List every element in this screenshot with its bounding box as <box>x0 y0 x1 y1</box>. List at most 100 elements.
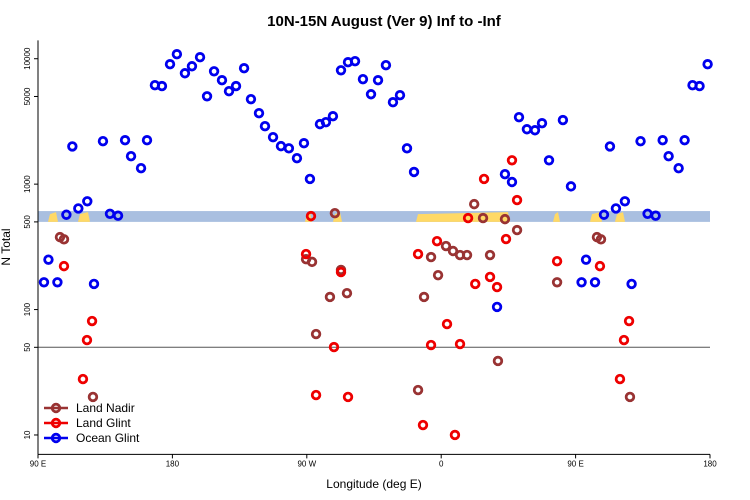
x-tick-label: 180 <box>703 459 717 468</box>
point <box>230 80 242 92</box>
point <box>119 135 131 146</box>
point <box>328 341 340 353</box>
legend-marker <box>50 417 62 429</box>
point <box>164 59 176 70</box>
point <box>179 68 191 79</box>
land-patch <box>78 212 90 222</box>
point <box>306 256 318 268</box>
point <box>491 281 503 293</box>
point <box>81 334 93 346</box>
point <box>275 140 287 152</box>
x-axis-label: Longitude (deg E) <box>326 477 421 491</box>
point <box>469 198 480 210</box>
point <box>635 135 646 147</box>
point <box>500 233 512 245</box>
point <box>650 210 661 221</box>
point <box>449 429 461 441</box>
point <box>87 391 99 403</box>
point <box>387 97 399 108</box>
point <box>614 373 626 385</box>
land-patch <box>553 212 560 222</box>
reference-band <box>38 211 710 222</box>
y-axis-label: N Total <box>0 228 13 265</box>
x-tick-label: 180 <box>166 459 180 468</box>
point <box>380 59 392 71</box>
point <box>342 391 354 403</box>
point <box>610 203 622 214</box>
point <box>484 249 496 261</box>
point <box>673 163 684 174</box>
point <box>551 255 563 267</box>
point <box>77 373 89 385</box>
point <box>238 63 250 74</box>
point <box>506 176 518 188</box>
legend-label: Ocean Glint <box>76 431 140 445</box>
point <box>551 277 563 288</box>
point <box>702 59 713 70</box>
point <box>267 131 279 143</box>
point <box>529 125 541 136</box>
point <box>499 213 511 225</box>
point <box>324 291 336 303</box>
point <box>623 315 635 327</box>
point <box>341 288 353 299</box>
point <box>253 107 265 119</box>
point <box>194 52 206 63</box>
y-tick-label: 5000 <box>23 87 32 105</box>
land-patch <box>48 212 58 222</box>
point <box>82 196 93 207</box>
y-tick-label: 10 <box>23 430 32 439</box>
point <box>441 318 453 330</box>
y-tick-label: 50 <box>23 342 32 351</box>
point <box>305 210 317 222</box>
point <box>576 277 587 288</box>
point <box>580 254 592 265</box>
point <box>43 254 54 265</box>
point <box>484 271 496 283</box>
point <box>372 75 384 86</box>
point <box>418 291 430 303</box>
point <box>58 234 70 245</box>
point <box>626 278 637 290</box>
point <box>67 141 78 152</box>
land-patch <box>615 212 625 222</box>
legend-marker <box>50 402 62 414</box>
point <box>477 212 489 224</box>
y-tick-label: 100 <box>23 302 32 316</box>
point <box>598 209 610 220</box>
point <box>216 75 228 86</box>
point <box>511 194 523 206</box>
point <box>58 260 70 272</box>
point <box>417 419 429 431</box>
point <box>349 55 361 67</box>
point <box>283 143 295 154</box>
point <box>223 85 235 97</box>
point <box>335 266 347 278</box>
point <box>462 212 474 224</box>
point <box>513 111 525 123</box>
point <box>663 151 674 162</box>
legend-marker <box>50 432 62 444</box>
point <box>595 234 607 245</box>
point <box>141 135 153 146</box>
point <box>156 80 168 92</box>
point <box>565 181 577 192</box>
point <box>557 114 569 126</box>
point <box>186 61 198 72</box>
point <box>365 89 377 100</box>
point <box>506 155 518 166</box>
legend-label: Land Nadir <box>76 401 135 415</box>
point <box>618 334 630 346</box>
point <box>73 203 84 214</box>
point <box>425 251 437 263</box>
x-tick-label: 90 E <box>567 459 583 468</box>
point <box>511 224 523 236</box>
point <box>61 209 72 220</box>
point <box>125 151 137 162</box>
point <box>694 80 705 92</box>
y-tick-label: 10000 <box>23 47 32 70</box>
point <box>208 66 220 77</box>
point <box>440 240 452 252</box>
point <box>432 269 444 281</box>
